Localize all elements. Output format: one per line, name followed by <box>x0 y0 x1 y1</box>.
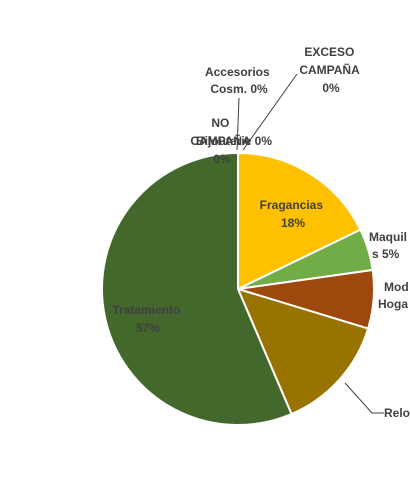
label-maquillaje: Maquil s 5% <box>369 230 410 261</box>
label-relojes: Relo <box>384 406 410 420</box>
leader-line-relojes <box>345 383 384 413</box>
label-bijouterie: Bijouterie 0% <box>196 134 272 148</box>
label-moda-hogar: Mod Hoga <box>378 280 410 311</box>
label-accesorios-cosm: Accesorios Cosm. 0% <box>205 65 273 96</box>
pie-slices <box>102 153 374 425</box>
label-exceso-campana: EXCESO CAMPAÑA 0% <box>299 45 362 95</box>
